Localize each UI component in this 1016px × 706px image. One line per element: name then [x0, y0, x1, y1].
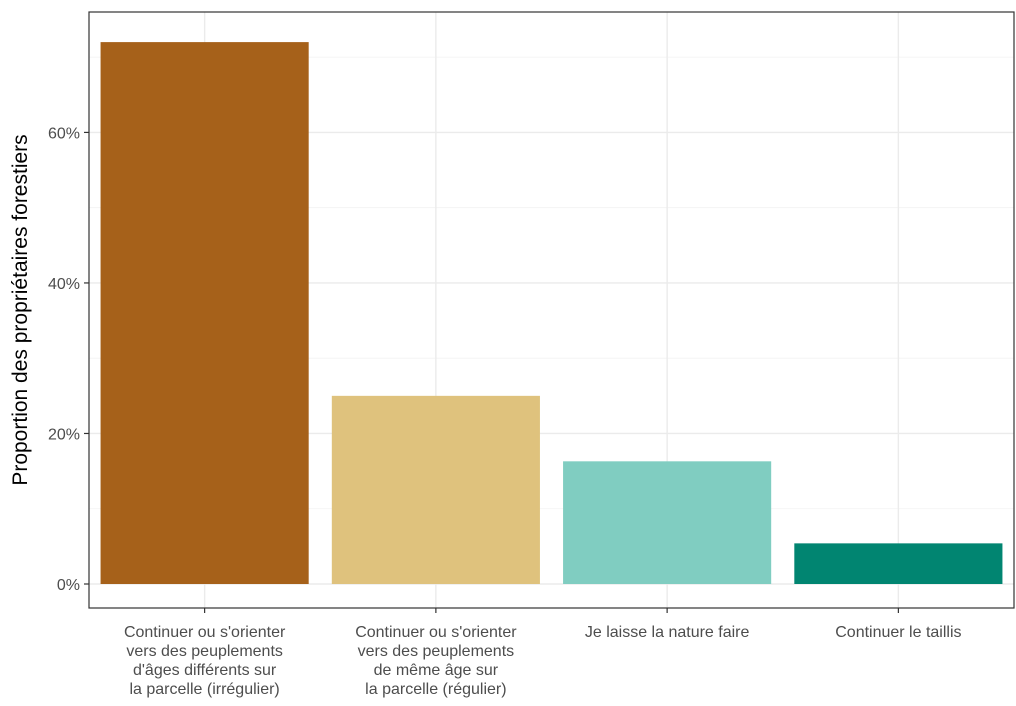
x-tick-label-line: vers des peuplements	[358, 643, 515, 660]
x-tick-label: Je laisse la nature faire	[585, 624, 750, 641]
y-tick-label: 20%	[48, 426, 80, 443]
x-tick-label-line: la parcelle (irrégulier)	[129, 681, 279, 698]
y-tick-label: 40%	[48, 276, 80, 293]
bar	[794, 543, 1003, 584]
x-tick-label: Continuer ou s'orienter vers des peupleme…	[355, 624, 517, 698]
bar	[331, 395, 540, 584]
x-tick-label-line: vers des peuplements	[126, 643, 283, 660]
x-tick-label-line: de même âge sur	[374, 662, 499, 679]
x-tick-label-line: d'âges différents sur	[133, 662, 277, 679]
bar	[100, 42, 309, 584]
bars	[100, 42, 1003, 584]
x-tick-label-line: Continuer le taillis	[835, 624, 961, 641]
x-tick-label-line: Continuer ou s'orienter	[124, 624, 286, 641]
x-tick-label-line: Continuer ou s'orienter	[355, 624, 517, 641]
x-tick-label: Continuer ou s'orienter vers des peupleme…	[124, 624, 286, 698]
plot-panel-border	[88, 11, 1015, 609]
bar	[563, 461, 772, 584]
x-tick-label: Continuer le taillis	[835, 624, 961, 641]
x-tick-label-line: Je laisse la nature faire	[585, 624, 750, 641]
y-axis-ticks: 0% 20% 40% 60%	[48, 125, 89, 594]
x-tick-label-line: la parcelle (régulier)	[365, 681, 506, 698]
y-axis-title: Proportion des propriétaires forestiers	[9, 134, 32, 485]
x-axis-ticks: Continuer ou s'orienter vers des peupleme…	[124, 608, 962, 698]
y-tick-label: 0%	[57, 577, 80, 594]
y-tick-label: 60%	[48, 125, 80, 142]
